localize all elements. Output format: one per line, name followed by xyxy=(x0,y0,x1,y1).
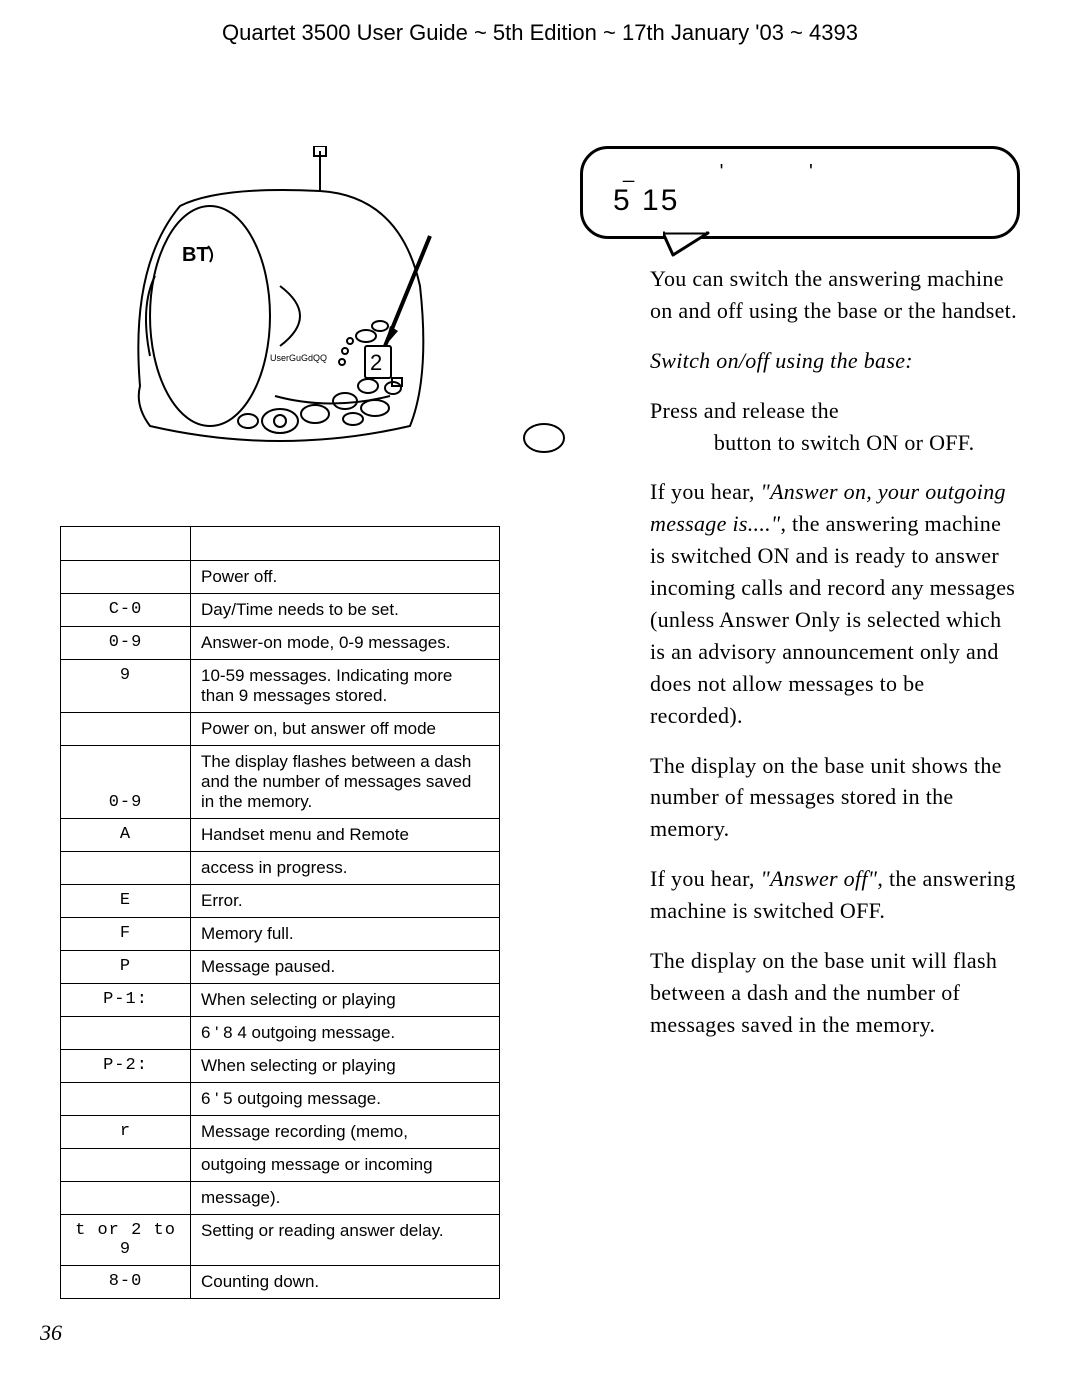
desc-cell: Memory full. xyxy=(191,918,500,951)
table-row: message). xyxy=(61,1182,500,1215)
code-cell: t or 2 to 9 xyxy=(61,1215,191,1266)
desc-cell: Setting or reading answer delay. xyxy=(191,1215,500,1266)
code-cell: P-2: xyxy=(61,1050,191,1083)
desc-cell: outgoing message or incoming xyxy=(191,1149,500,1182)
code-cell: C-0 xyxy=(61,594,191,627)
code-cell xyxy=(61,852,191,885)
oval-button-icon xyxy=(520,421,568,455)
paragraph-2-italic: Switch on/off using the base: xyxy=(650,345,1020,377)
table-header-code xyxy=(61,527,191,561)
p4a: If you hear, xyxy=(650,479,761,504)
table-row: outgoing message or incoming xyxy=(61,1149,500,1182)
table-row: 0-9The display flashes between a dash an… xyxy=(61,746,500,819)
desc-cell: Power off. xyxy=(191,561,500,594)
p3a: Press and release the xyxy=(650,398,839,423)
desc-cell: 6 ' 5 outgoing message. xyxy=(191,1083,500,1116)
table-row: P-1:When selecting or playing xyxy=(61,984,500,1017)
page-number: 36 xyxy=(40,1320,62,1346)
svg-text:UserGuGdQQ: UserGuGdQQ xyxy=(270,353,327,363)
device-illustration: BT 2 UserGuGdQQ xyxy=(120,146,440,486)
table-row: 6 ' 8 4 outgoing message. xyxy=(61,1017,500,1050)
code-cell: r xyxy=(61,1116,191,1149)
table-row: 910-59 messages. Indicating more than 9 … xyxy=(61,660,500,713)
table-row: rMessage recording (memo, xyxy=(61,1116,500,1149)
table-row: 6 ' 5 outgoing message. xyxy=(61,1083,500,1116)
table-row: Power on, but answer off mode xyxy=(61,713,500,746)
desc-cell: Message paused. xyxy=(191,951,500,984)
desc-cell: Counting down. xyxy=(191,1266,500,1299)
desc-cell: The display flashes between a dash and t… xyxy=(191,746,500,819)
code-cell: E xyxy=(61,885,191,918)
code-cell: F xyxy=(61,918,191,951)
code-cell: 9 xyxy=(61,660,191,713)
paragraph-4: If you hear, "Answer on, your outgoing m… xyxy=(650,476,1020,731)
right-column: _ ' ' 5 15 You can switch the answering … xyxy=(550,146,1020,1299)
table-row: 8-0Counting down. xyxy=(61,1266,500,1299)
p6quote: "Answer off" xyxy=(761,866,878,891)
code-cell: A xyxy=(61,819,191,852)
code-cell xyxy=(61,1083,191,1116)
svg-text:2: 2 xyxy=(370,350,382,375)
desc-cell: Power on, but answer off mode xyxy=(191,713,500,746)
desc-cell: access in progress. xyxy=(191,852,500,885)
p6a: If you hear, xyxy=(650,866,761,891)
page-content: BT 2 UserGuGdQQ xyxy=(0,46,1080,1339)
desc-cell: Day/Time needs to be set. xyxy=(191,594,500,627)
p4b: , the answering machine is switched ON a… xyxy=(650,511,1015,727)
code-cell: 0-9 xyxy=(61,746,191,819)
code-cell: P xyxy=(61,951,191,984)
table-row: EError. xyxy=(61,885,500,918)
desc-cell: 6 ' 8 4 outgoing message. xyxy=(191,1017,500,1050)
code-cell xyxy=(61,713,191,746)
table-row: access in progress. xyxy=(61,852,500,885)
table-row: C-0Day/Time needs to be set. xyxy=(61,594,500,627)
paragraph-1: You can switch the answering machine on … xyxy=(650,263,1020,327)
table-row: AHandset menu and Remote xyxy=(61,819,500,852)
p3b: button to switch ON or OFF. xyxy=(714,430,975,455)
table-row: FMemory full. xyxy=(61,918,500,951)
paragraph-7: The display on the base unit will flash … xyxy=(650,945,1020,1041)
svg-text:BT: BT xyxy=(182,244,209,266)
body-text: You can switch the answering machine on … xyxy=(580,263,1020,1041)
code-cell xyxy=(61,561,191,594)
desc-cell: 10-59 messages. Indicating more than 9 m… xyxy=(191,660,500,713)
callout-tail-icon xyxy=(663,230,713,258)
left-column: BT 2 UserGuGdQQ xyxy=(60,146,500,1299)
desc-cell: Handset menu and Remote xyxy=(191,819,500,852)
desc-cell: When selecting or playing xyxy=(191,1050,500,1083)
callout-top: _ ' ' xyxy=(613,161,987,184)
table-row: t or 2 to 9Setting or reading answer del… xyxy=(61,1215,500,1266)
desc-cell: Message recording (memo, xyxy=(191,1116,500,1149)
table-row: Power off. xyxy=(61,561,500,594)
code-cell: 8-0 xyxy=(61,1266,191,1299)
desc-cell: Answer-on mode, 0-9 messages. xyxy=(191,627,500,660)
document-header: Quartet 3500 User Guide ~ 5th Edition ~ … xyxy=(0,0,1080,46)
table-row: 0-9Answer-on mode, 0-9 messages. xyxy=(61,627,500,660)
callout-box: _ ' ' 5 15 xyxy=(580,146,1020,239)
desc-cell: message). xyxy=(191,1182,500,1215)
code-cell xyxy=(61,1149,191,1182)
code-cell xyxy=(61,1182,191,1215)
code-cell xyxy=(61,1017,191,1050)
code-cell: 0-9 xyxy=(61,627,191,660)
paragraph-5: The display on the base unit shows the n… xyxy=(650,750,1020,846)
paragraph-6: If you hear, "Answer off", the answering… xyxy=(650,863,1020,927)
code-cell: P-1: xyxy=(61,984,191,1017)
paragraph-3: Press and release the button to switch O… xyxy=(650,395,1020,459)
table-header-desc xyxy=(191,527,500,561)
display-codes-table: Power off.C-0Day/Time needs to be set.0-… xyxy=(60,526,500,1299)
callout-number: 5 15 xyxy=(613,184,987,218)
table-row: P-2:When selecting or playing xyxy=(61,1050,500,1083)
desc-cell: When selecting or playing xyxy=(191,984,500,1017)
table-row: PMessage paused. xyxy=(61,951,500,984)
desc-cell: Error. xyxy=(191,885,500,918)
